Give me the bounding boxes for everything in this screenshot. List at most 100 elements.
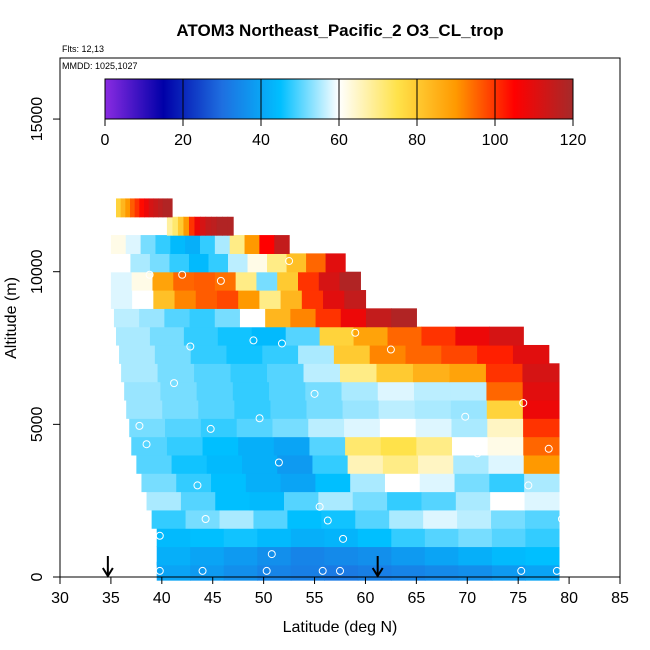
heatmap-cell: [341, 381, 379, 401]
heatmap-cell: [234, 399, 272, 419]
heatmap-cell: [477, 344, 514, 364]
heatmap-cell: [152, 271, 174, 291]
heatmap-cell: [490, 491, 526, 511]
heatmap-cell: [324, 546, 359, 566]
heatmap-cell: [523, 454, 560, 474]
heatmap-cell: [377, 381, 415, 401]
heatmap-cell: [450, 399, 488, 419]
heatmap-cell: [226, 344, 263, 364]
sample-point: [186, 342, 195, 351]
heatmap-cell: [419, 473, 456, 493]
heatmap-cell: [136, 454, 173, 474]
heatmap-cell: [306, 253, 327, 273]
heatmap-cell: [205, 216, 212, 236]
heatmap-cell: [318, 491, 354, 511]
heatmap-cell: [211, 216, 218, 236]
heatmap-cell: [424, 561, 459, 581]
heatmap-cell: [160, 381, 198, 401]
heatmap-cell: [412, 363, 451, 383]
sample-point: [206, 424, 215, 433]
date-text: MMDD: 1025,1027: [62, 61, 138, 71]
heatmap-cell: [298, 344, 335, 364]
heatmap-cell: [153, 290, 176, 309]
colorbar-tick-label: 120: [560, 132, 587, 149]
heatmap-cell: [229, 235, 246, 254]
heatmap-cell: [391, 546, 426, 566]
heatmap-cell: [153, 198, 159, 218]
heatmap-cell: [491, 561, 526, 581]
colorbar-tick-label: 40: [252, 132, 270, 149]
heatmap-cell: [424, 528, 459, 548]
heatmap-cell: [244, 235, 260, 254]
heatmap-cell: [256, 271, 278, 291]
heatmap-cell: [139, 198, 145, 218]
heatmap-cell: [190, 528, 225, 548]
sample-point: [170, 379, 179, 388]
heatmap-cell: [177, 216, 185, 236]
heatmap-cell: [319, 326, 355, 346]
sample-point: [145, 270, 154, 279]
heatmap-cell: [125, 235, 142, 254]
heatmap-cell: [290, 308, 317, 328]
sample-point: [557, 514, 566, 523]
x-tick-label: 85: [611, 590, 629, 607]
heatmap-cell: [257, 546, 292, 566]
heatmap-cell: [198, 399, 235, 419]
sample-points: [135, 257, 566, 575]
heatmap-cell: [190, 344, 228, 364]
heatmap-cell: [405, 344, 442, 364]
sample-point: [285, 257, 294, 266]
heatmap-cell: [416, 436, 453, 456]
heatmap-cell: [126, 399, 163, 419]
heatmap-cell: [157, 363, 195, 383]
heatmap-cell: [277, 271, 299, 291]
sample-point: [315, 502, 324, 511]
heatmap-cell: [491, 546, 526, 566]
heatmap-cell: [344, 418, 381, 438]
heatmap-cell: [155, 235, 171, 254]
heatmap-cell: [324, 561, 359, 581]
sample-point: [155, 531, 164, 540]
sample-point: [255, 414, 264, 423]
sample-point: [277, 339, 286, 348]
x-axis: 30 35 40 45 50 55 60 65 70 75 80 85: [51, 577, 629, 607]
heatmap-cell: [214, 235, 231, 254]
heatmap-cell: [457, 509, 492, 529]
heatmap-cell: [156, 546, 191, 566]
sample-point: [216, 276, 225, 285]
heatmap-cell: [365, 308, 392, 328]
heatmap-cell: [125, 198, 131, 218]
heatmap-cell: [259, 235, 275, 254]
heatmap-cell: [318, 271, 341, 291]
heatmap-cell: [524, 491, 560, 511]
heatmap-cell: [216, 216, 223, 236]
sample-point: [517, 566, 526, 575]
heatmap-cell: [455, 491, 491, 511]
heatmap-cell: [355, 509, 390, 529]
heatmap-cell: [325, 253, 346, 273]
heatmap-cell: [257, 528, 292, 548]
heatmap-cell: [391, 308, 417, 328]
heatmap-cell: [454, 473, 490, 493]
heatmap-cell: [315, 308, 342, 328]
heatmap-cell: [120, 198, 126, 218]
heatmap-cell: [162, 399, 199, 419]
heatmap-cell: [333, 344, 371, 364]
heatmap-cell: [287, 509, 322, 529]
heatmap-cell: [280, 290, 303, 309]
colorbar-ticks: 0 20 40 60 80 100 120: [101, 79, 587, 149]
heatmap-cell: [223, 528, 258, 548]
heatmap-cell: [379, 418, 417, 438]
heatmap-cell: [418, 454, 454, 474]
heatmap-cell: [253, 509, 288, 529]
heatmap-cell: [239, 308, 266, 328]
heatmap-cell: [378, 399, 416, 419]
heatmap-cell: [259, 290, 282, 309]
sample-point: [544, 444, 553, 453]
sample-point: [339, 534, 348, 543]
heatmap-cell: [149, 253, 171, 273]
heatmap-cell: [173, 271, 195, 291]
heatmap-cell: [524, 509, 560, 529]
heatmap-cell: [217, 326, 253, 346]
